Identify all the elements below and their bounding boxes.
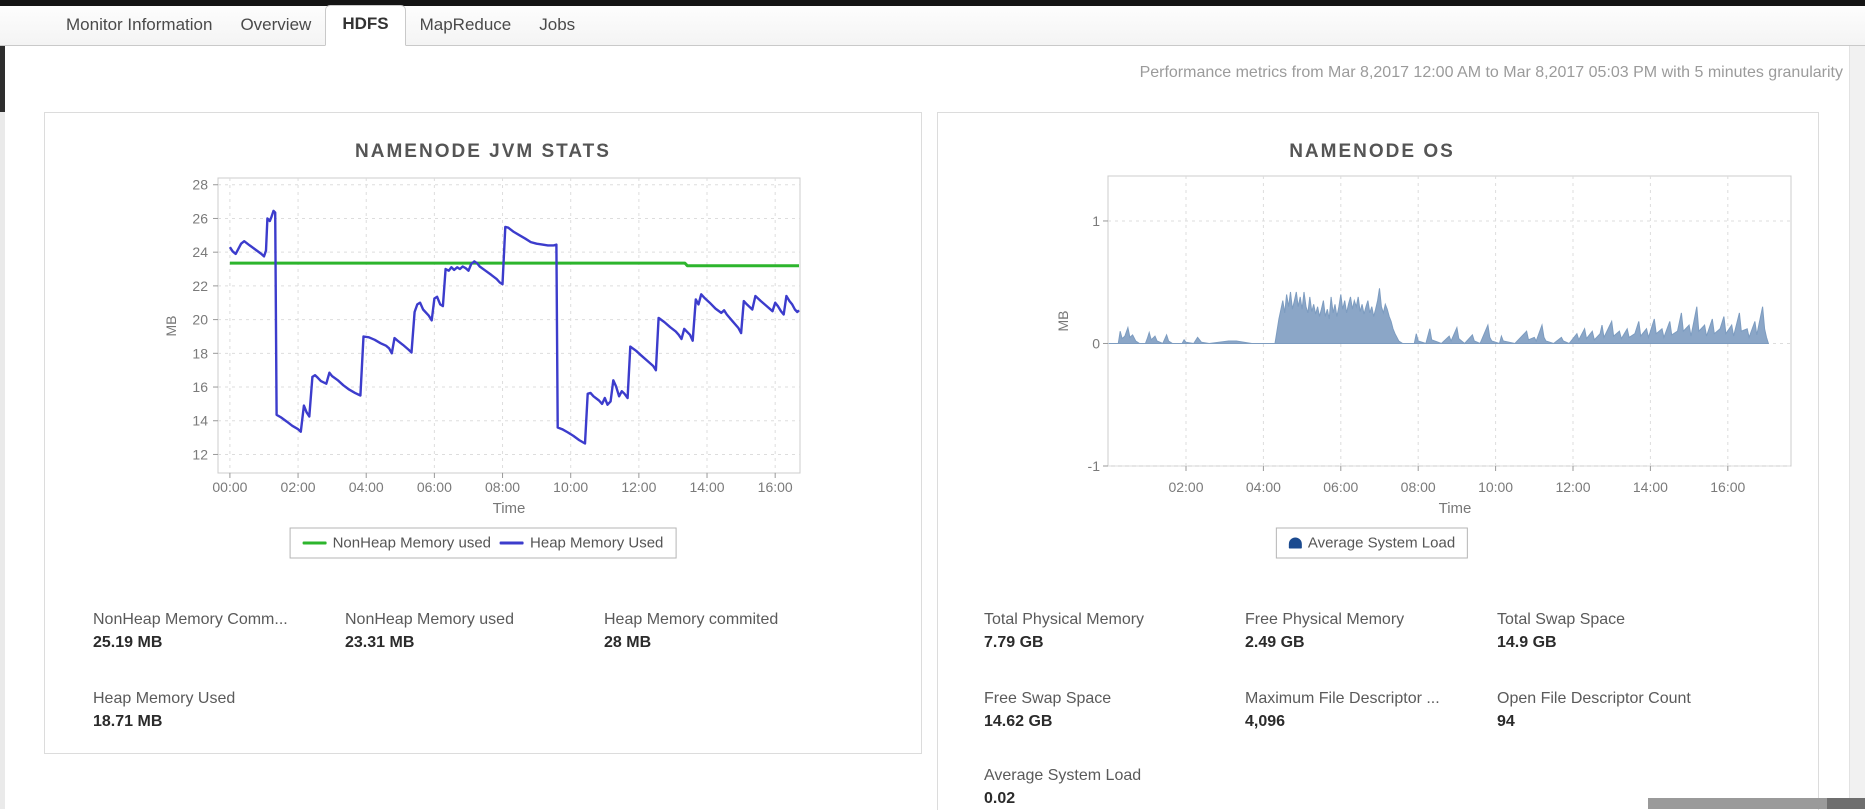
- stat-heap-memory-used: Heap Memory Used 18.71 MB: [93, 689, 343, 731]
- horizontal-scrollbar-thumb[interactable]: [1827, 798, 1865, 809]
- os-chart-legend: Average System Load: [1275, 527, 1469, 559]
- horizontal-scrollbar-track[interactable]: [1648, 798, 1865, 809]
- stat-value: 18.71 MB: [93, 713, 163, 730]
- stat-heap-memory-committed: Heap Memory commited 28 MB: [604, 610, 854, 652]
- legend-heap-memory-used: Heap Memory Used: [500, 535, 663, 552]
- left-edge-strip: [0, 6, 5, 112]
- stat-label: Open File Descriptor Count: [1497, 690, 1691, 707]
- stat-label: Free Physical Memory: [1245, 611, 1405, 628]
- stat-value: 0.02: [984, 790, 1016, 807]
- stat-label: NonHeap Memory used: [345, 611, 514, 628]
- vertical-scrollbar-track[interactable]: [1849, 6, 1865, 798]
- stat-value: 14.62 GB: [984, 713, 1053, 730]
- legend-label: Average System Load: [1307, 534, 1456, 552]
- stat-value: 94: [1497, 713, 1515, 730]
- stat-average-system-load: Average System Load 0.02: [984, 766, 1234, 808]
- stat-label: Maximum File Descriptor ...: [1245, 690, 1440, 707]
- stat-nonheap-memory-committed: NonHeap Memory Comm... 25.19 MB: [93, 610, 343, 652]
- stat-value: 25.19 MB: [93, 634, 163, 651]
- stat-label: Average System Load: [984, 767, 1142, 784]
- stat-label: Heap Memory Used: [93, 690, 236, 707]
- stat-total-swap-space: Total Swap Space 14.9 GB: [1497, 610, 1747, 652]
- stat-open-file-descriptor-count: Open File Descriptor Count 94: [1497, 689, 1747, 731]
- area-swatch-icon: [1288, 537, 1302, 549]
- stat-label: Heap Memory commited: [604, 611, 779, 628]
- tab-hdfs[interactable]: HDFS: [325, 5, 406, 46]
- jvm-chart-legend: NonHeap Memory used Heap Memory Used: [289, 527, 677, 559]
- stat-label: Free Swap Space: [984, 690, 1112, 707]
- stat-free-physical-memory: Free Physical Memory 2.49 GB: [1245, 610, 1495, 652]
- tab-bar: Monitor Information Overview HDFS MapRed…: [0, 5, 1865, 46]
- performance-metrics-text: Performance metrics from Mar 8,2017 12:0…: [1139, 64, 1843, 81]
- stat-label: Total Swap Space: [1497, 611, 1626, 628]
- stat-free-swap-space: Free Swap Space 14.62 GB: [984, 689, 1234, 731]
- stat-nonheap-memory-used: NonHeap Memory used 23.31 MB: [345, 610, 595, 652]
- namenode-jvm-panel: [44, 112, 922, 754]
- left-scrollbar-track: [0, 112, 5, 809]
- legend-label: NonHeap Memory used: [332, 534, 492, 552]
- os-chart-title: NAMENODE OS: [1289, 141, 1455, 162]
- legend-label: Heap Memory Used: [530, 534, 664, 552]
- legend-nonheap-memory-used: NonHeap Memory used: [302, 534, 492, 552]
- legend-average-system-load: Average System Load: [1288, 534, 1456, 552]
- tab-overview[interactable]: Overview: [240, 15, 312, 34]
- window-top-bar: [0, 0, 1865, 6]
- jvm-chart-title: NAMENODE JVM STATS: [355, 141, 611, 162]
- stat-value: 14.9 GB: [1497, 634, 1557, 651]
- stat-value: 23.31 MB: [345, 634, 415, 651]
- tab-jobs[interactable]: Jobs: [539, 15, 576, 34]
- stat-maximum-file-descriptor: Maximum File Descriptor ... 4,096: [1245, 689, 1495, 731]
- tab-monitor-information[interactable]: Monitor Information: [66, 15, 213, 34]
- stat-value: 2.49 GB: [1245, 634, 1305, 651]
- stat-label: NonHeap Memory Comm...: [93, 611, 288, 628]
- stat-value: 7.79 GB: [984, 634, 1044, 651]
- stat-value: 28 MB: [604, 634, 652, 651]
- heap-line-swatch-icon: [500, 541, 525, 545]
- stat-value: 4,096: [1245, 713, 1286, 730]
- tab-mapreduce[interactable]: MapReduce: [419, 15, 512, 34]
- nonheap-line-swatch-icon: [302, 541, 327, 545]
- stat-label: Total Physical Memory: [984, 611, 1145, 628]
- stat-total-physical-memory: Total Physical Memory 7.79 GB: [984, 610, 1234, 652]
